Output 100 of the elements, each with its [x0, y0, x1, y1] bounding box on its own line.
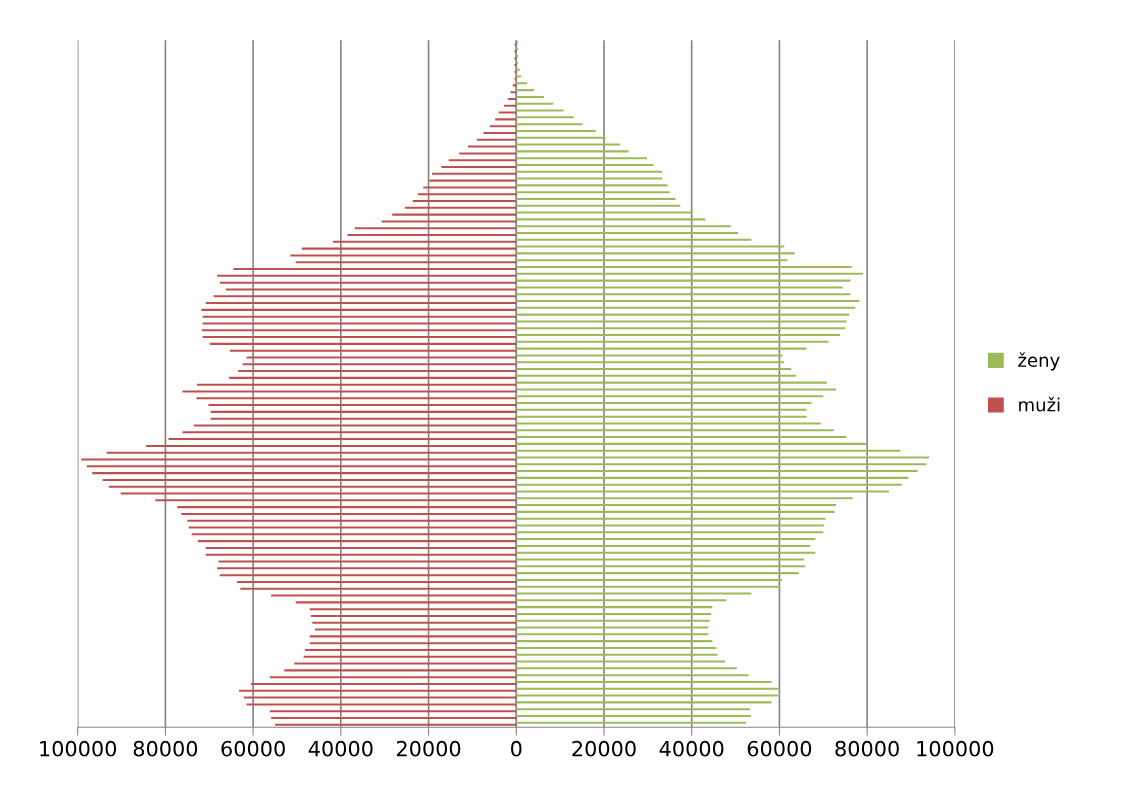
bar	[516, 334, 840, 337]
bar	[516, 272, 864, 275]
bar	[516, 551, 816, 554]
bar	[294, 662, 517, 665]
bar	[459, 152, 517, 155]
bar	[304, 648, 517, 651]
bar	[516, 286, 843, 289]
bar	[196, 397, 517, 400]
bar	[516, 218, 706, 221]
bar	[312, 621, 517, 624]
bar	[516, 517, 826, 520]
bar	[516, 231, 739, 235]
bar	[516, 490, 890, 493]
bar	[392, 213, 517, 216]
bar	[155, 499, 517, 502]
bar	[516, 449, 901, 452]
bar	[516, 538, 816, 541]
bar	[516, 361, 785, 364]
bar	[516, 476, 909, 479]
bar	[233, 268, 517, 271]
bar	[309, 608, 517, 611]
bar	[146, 444, 517, 447]
bar	[516, 558, 804, 561]
bar	[516, 197, 676, 200]
bar	[516, 265, 852, 269]
bar	[188, 526, 517, 529]
bar	[516, 184, 668, 187]
bar	[81, 458, 517, 461]
bar	[239, 689, 517, 692]
bar	[191, 533, 517, 536]
bar	[448, 159, 517, 162]
bar	[229, 349, 517, 352]
bar	[516, 89, 534, 92]
bar	[240, 587, 517, 590]
bar	[516, 347, 807, 350]
bar	[516, 565, 806, 568]
bar	[303, 655, 517, 658]
bar	[516, 306, 856, 309]
bar	[516, 442, 866, 445]
x-tick-label: 0	[511, 740, 522, 757]
bar	[516, 163, 654, 166]
x-tick-label: 20000	[572, 740, 636, 757]
bar	[516, 415, 807, 418]
bar	[86, 465, 517, 468]
bar	[516, 327, 846, 330]
bar	[516, 497, 853, 500]
bar	[246, 703, 517, 706]
x-tick-label: 80000	[835, 740, 899, 757]
bar	[516, 633, 709, 636]
bar	[209, 342, 517, 345]
bar	[236, 580, 517, 583]
bar	[217, 567, 517, 570]
bar	[516, 204, 681, 207]
bar	[106, 451, 517, 454]
bar	[516, 422, 821, 425]
bar	[516, 599, 727, 602]
bar	[269, 710, 517, 713]
bar	[516, 456, 929, 459]
bar	[516, 714, 751, 717]
bar	[516, 680, 772, 683]
bar	[507, 97, 517, 100]
bar	[177, 506, 517, 509]
bar	[219, 281, 517, 284]
bar	[102, 478, 517, 481]
x-tick-label: 60000	[747, 740, 812, 757]
bar	[516, 279, 851, 282]
bar	[503, 104, 517, 107]
bar	[516, 102, 554, 105]
bar	[418, 193, 517, 196]
bar	[168, 438, 517, 441]
bar	[208, 404, 517, 407]
bar	[516, 299, 860, 303]
bar	[516, 612, 711, 615]
bar	[516, 368, 792, 371]
bar	[516, 143, 621, 146]
bar	[242, 363, 517, 366]
bar	[489, 125, 517, 128]
x-tick-label: 100000	[40, 740, 117, 757]
bar	[441, 165, 517, 169]
bar	[516, 75, 522, 78]
bar	[516, 177, 663, 180]
bar	[120, 492, 517, 495]
bar	[498, 111, 517, 114]
bar	[516, 619, 710, 622]
bar	[381, 220, 517, 223]
bar	[332, 240, 517, 243]
bar	[238, 370, 517, 373]
bar	[495, 118, 517, 121]
bar	[187, 519, 517, 522]
bar	[404, 206, 517, 209]
bar	[516, 259, 788, 262]
bar	[516, 578, 783, 581]
bar	[516, 388, 836, 391]
bar	[347, 234, 517, 237]
bar	[516, 245, 785, 248]
bar	[196, 383, 517, 386]
bar	[516, 320, 847, 323]
bar	[516, 381, 827, 384]
bar	[201, 308, 517, 311]
bar	[182, 431, 517, 434]
